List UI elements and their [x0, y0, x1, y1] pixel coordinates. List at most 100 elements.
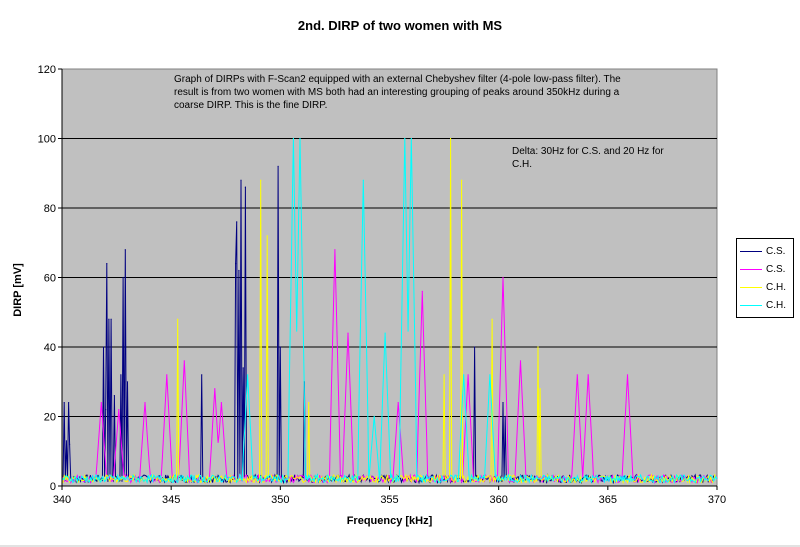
data-point [65, 440, 67, 442]
legend-swatch-ch-yellow [740, 286, 762, 288]
tick-label-x: 345 [162, 494, 180, 506]
data-point [238, 269, 240, 272]
legend: C.S. C.S. C.H. C.H. [736, 238, 794, 318]
data-point [214, 388, 216, 390]
data-point [177, 318, 179, 320]
data-point [504, 415, 506, 418]
data-point [292, 137, 294, 140]
data-point [244, 186, 246, 188]
data-point [279, 346, 281, 348]
y-axis-label: DIRP [mV] [12, 263, 24, 317]
data-point [491, 318, 493, 320]
data-point [105, 409, 107, 411]
data-point [247, 374, 249, 376]
legend-label: C.S. [766, 245, 786, 257]
tick-label-x: 355 [380, 494, 398, 506]
tick-label-y: 40 [44, 342, 56, 354]
tick-label-x: 365 [599, 494, 617, 506]
legend-label: C.S. [766, 263, 786, 275]
chart-annotation: Graph of DIRPs with F-Scan2 equipped wit… [174, 74, 621, 111]
tick-label-y: 80 [44, 203, 56, 215]
tick-label-y: 20 [44, 412, 56, 424]
tick-label-y: 0 [50, 481, 56, 493]
data-point [68, 402, 70, 404]
data-point [201, 374, 203, 376]
data-point [69, 443, 71, 445]
data-point [450, 137, 452, 140]
data-point [463, 374, 465, 376]
data-point [576, 374, 578, 376]
data-point [626, 374, 629, 376]
data-point [166, 374, 168, 376]
data-point [220, 402, 222, 404]
data-point [100, 402, 102, 404]
data-point [334, 249, 336, 251]
data-point [537, 346, 539, 348]
tick-label-y: 120 [38, 64, 56, 76]
series-line-3 [61, 138, 718, 485]
tick-label-y: 60 [44, 273, 56, 285]
data-point [106, 263, 108, 265]
legend-item-cs-magenta: C.S. [740, 260, 790, 278]
data-point [110, 318, 112, 320]
data-point [118, 409, 120, 411]
data-point [443, 374, 445, 376]
data-point [404, 137, 406, 140]
series-layer [61, 137, 718, 485]
tick-label-x: 370 [708, 494, 726, 506]
data-point [397, 402, 399, 404]
data-point [489, 374, 491, 376]
data-point [183, 360, 185, 362]
legend-item-cs-navy: C.S. [740, 242, 790, 260]
legend-swatch-ch-cyan [740, 304, 762, 306]
data-point [384, 332, 386, 334]
data-point [467, 374, 469, 376]
data-point [122, 276, 124, 279]
data-point [308, 402, 310, 404]
chart-title: 2nd. DIRP of two women with MS [297, 18, 503, 33]
data-point [242, 367, 244, 369]
data-point [260, 179, 262, 181]
axes: 0 20 40 60 80 100 120 340 345 350 355 360 365 370 [38, 64, 727, 506]
legend-label: C.H. [766, 281, 786, 293]
series-line-1 [61, 249, 718, 485]
data-point [502, 402, 504, 404]
data-point [519, 360, 522, 362]
legend-item-ch-cyan: C.H. [740, 296, 790, 314]
data-point [102, 346, 105, 348]
tick-label-x: 360 [489, 494, 507, 506]
delta-annotation: Delta: 30Hz for C.S. and 20 Hz for C.H. [512, 146, 664, 170]
tick-label-x: 350 [271, 494, 289, 506]
data-point [144, 402, 146, 404]
legend-swatch-cs-navy [740, 250, 762, 252]
data-point [266, 235, 268, 237]
gridlines [62, 138, 717, 417]
tick-label-y: 100 [38, 134, 56, 146]
data-point [235, 263, 237, 265]
bottom-divider [0, 545, 800, 547]
data-point [421, 290, 423, 292]
data-point [502, 276, 504, 279]
legend-label: C.H. [766, 299, 786, 311]
legend-swatch-cs-magenta [740, 268, 762, 270]
x-axis-label: Frequency [kHz] [346, 515, 433, 527]
data-point [120, 374, 122, 376]
data-point [277, 165, 279, 167]
data-point [539, 388, 541, 390]
data-point [587, 374, 589, 376]
data-point [240, 179, 242, 181]
data-point [108, 318, 110, 320]
data-point [362, 179, 364, 181]
data-point [474, 346, 476, 348]
data-point [113, 395, 115, 397]
data-point [461, 179, 463, 181]
data-point [373, 415, 375, 418]
data-point [124, 249, 126, 251]
data-point [299, 137, 301, 140]
data-point [347, 332, 349, 334]
tick-label-x: 340 [53, 494, 71, 506]
legend-item-ch-yellow: C.H. [740, 278, 790, 296]
data-point [126, 381, 129, 383]
data-point [236, 221, 238, 223]
